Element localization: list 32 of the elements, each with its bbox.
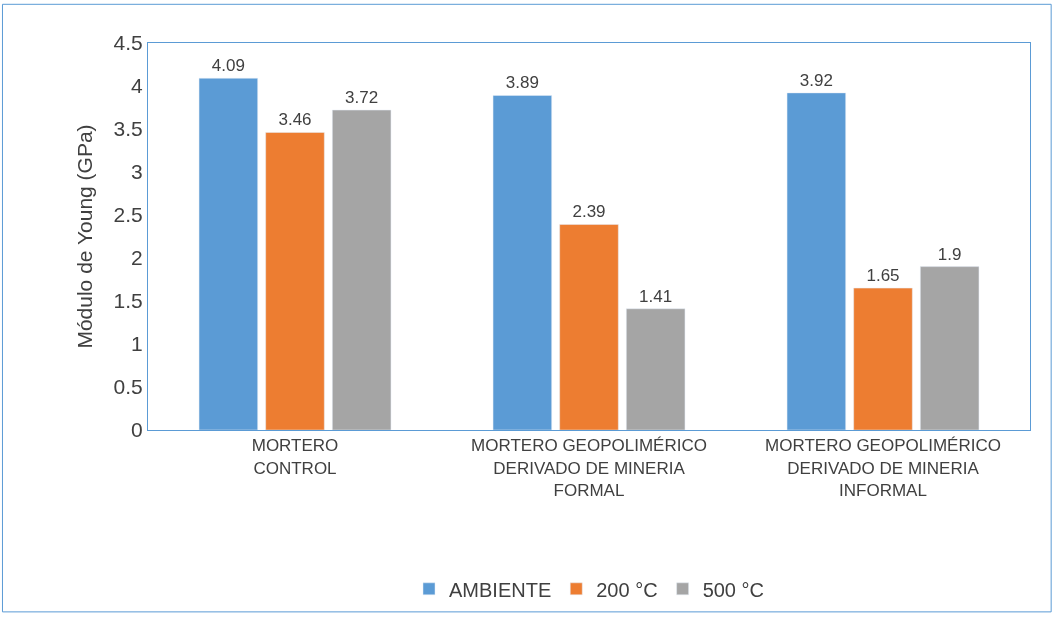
legend-label: AMBIENTE xyxy=(449,578,552,601)
x-tick-label: MORTERO CONTROL xyxy=(251,436,339,478)
y-tick-label: 2 xyxy=(131,246,143,270)
y-tick-label: 3 xyxy=(131,160,143,184)
bar xyxy=(853,287,913,430)
y-tick-label: 0.5 xyxy=(113,375,143,399)
y-tick-label: 4.5 xyxy=(113,31,143,55)
y-tick-label: 2.5 xyxy=(113,203,143,227)
data-label: 2.39 xyxy=(572,202,606,222)
bar xyxy=(332,109,392,430)
y-tick-label: 0 xyxy=(131,418,143,442)
y-tick-label: 1.5 xyxy=(113,289,143,313)
data-label: 4.09 xyxy=(211,56,245,76)
bar xyxy=(920,266,980,430)
data-label: 1.65 xyxy=(866,266,900,286)
data-label: 3.92 xyxy=(799,70,833,90)
data-label: 3.72 xyxy=(345,88,379,108)
y-tick-label: 3.5 xyxy=(113,117,143,141)
x-tick-label: MORTERO GEOPOLIMÉRICO DERIVADO DE MINERIA FORMAL xyxy=(471,436,707,500)
legend-label: 200 °C xyxy=(596,578,658,601)
y-tick-label: 1 xyxy=(131,332,143,356)
y-axis-title: Módulo de Young (GPa) xyxy=(72,124,96,349)
bar xyxy=(265,132,325,430)
data-label: 1.41 xyxy=(639,286,673,306)
x-tick-label: MORTERO GEOPOLIMÉRICO DERIVADO DE MINERIA INFORMAL xyxy=(765,436,1001,500)
legend-label: 500 °C xyxy=(702,578,764,601)
bar xyxy=(626,308,686,430)
data-label: 3.89 xyxy=(505,73,539,93)
data-label: 1.9 xyxy=(937,244,962,264)
y-tick-label: 4 xyxy=(131,74,144,98)
data-label: 3.46 xyxy=(278,110,312,130)
bar xyxy=(559,224,619,430)
